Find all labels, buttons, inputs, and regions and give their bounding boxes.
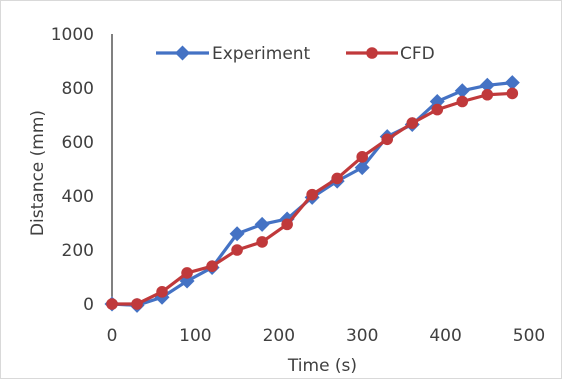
data-point xyxy=(206,260,218,272)
x-tick-label: 500 xyxy=(513,326,545,346)
x-axis: 0 100 200 300 400 500 xyxy=(107,326,546,346)
data-point xyxy=(306,189,318,201)
data-point xyxy=(406,117,418,129)
data-point xyxy=(381,134,393,146)
legend-label: CFD xyxy=(400,44,435,64)
data-point xyxy=(331,173,343,185)
data-point xyxy=(482,89,494,101)
data-point xyxy=(106,298,118,310)
legend-item: CFD xyxy=(346,44,435,64)
x-tick-label: 0 xyxy=(107,326,118,346)
legend-marker xyxy=(175,46,190,61)
data-point xyxy=(131,298,143,310)
x-tick-label: 100 xyxy=(179,326,211,346)
y-tick-label: 600 xyxy=(62,133,94,153)
y-tick-label: 400 xyxy=(62,187,94,207)
data-point xyxy=(255,217,270,232)
data-point xyxy=(256,236,268,248)
data-point xyxy=(281,219,293,231)
legend-label: Experiment xyxy=(212,44,311,64)
data-point xyxy=(456,96,468,108)
x-tick-label: 200 xyxy=(263,326,295,346)
data-point xyxy=(181,267,193,279)
series-layer xyxy=(105,75,520,313)
series-cfd xyxy=(106,88,518,310)
data-point xyxy=(431,104,443,116)
legend-item: Experiment xyxy=(156,44,311,64)
x-tick-label: 400 xyxy=(429,326,461,346)
y-tick-label: 1000 xyxy=(51,25,94,45)
data-point xyxy=(356,151,368,163)
legend: Experiment CFD xyxy=(156,44,435,64)
x-tick-label: 300 xyxy=(346,326,378,346)
x-axis-title: Time (s) xyxy=(287,356,357,376)
data-point xyxy=(507,88,519,100)
data-point xyxy=(231,244,243,256)
y-axis: 0 200 400 600 800 1000 xyxy=(51,25,112,315)
legend-marker xyxy=(366,47,378,59)
data-point xyxy=(156,286,168,298)
y-axis-title: Distance (mm) xyxy=(28,110,48,236)
y-tick-label: 200 xyxy=(62,241,94,261)
y-tick-label: 800 xyxy=(62,79,94,99)
y-tick-label: 0 xyxy=(83,295,94,315)
